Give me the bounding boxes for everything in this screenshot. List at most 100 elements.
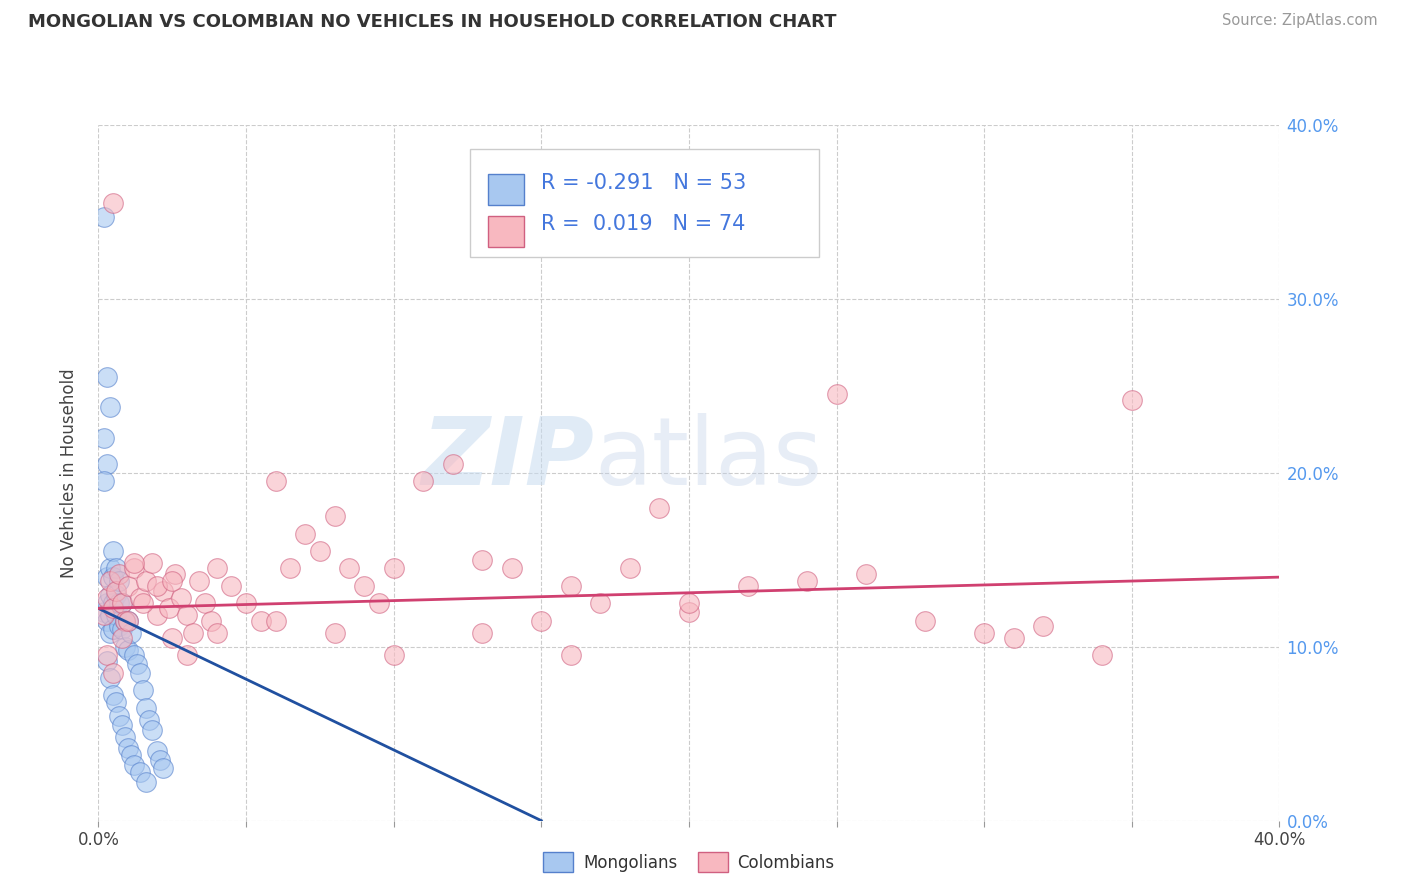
- Point: [382, 561, 405, 575]
- Point: [96, 648, 118, 663]
- Point: [294, 526, 316, 541]
- Bar: [471, 149, 818, 257]
- Point: [441, 457, 464, 471]
- Point: [973, 625, 995, 640]
- Point: [93, 210, 115, 224]
- Point: [1002, 631, 1025, 645]
- Point: [560, 648, 582, 663]
- Point: [114, 730, 136, 744]
- Point: [98, 561, 121, 575]
- Point: [382, 648, 405, 663]
- Point: [93, 431, 115, 445]
- Point: [96, 654, 118, 668]
- Point: [96, 596, 118, 610]
- Point: [1121, 392, 1143, 407]
- Point: [105, 584, 128, 599]
- Point: [114, 614, 136, 628]
- Point: [323, 625, 346, 640]
- Point: [264, 614, 287, 628]
- Point: [98, 574, 121, 588]
- Point: [162, 631, 183, 645]
- Point: [111, 623, 134, 637]
- Point: [117, 614, 139, 628]
- Point: [141, 723, 163, 738]
- Bar: [488, 174, 523, 205]
- Point: [122, 556, 145, 570]
- Point: [114, 614, 136, 628]
- Point: [235, 596, 257, 610]
- Point: [170, 591, 193, 605]
- Point: [103, 665, 125, 680]
- Point: [96, 591, 118, 605]
- Point: [589, 596, 612, 610]
- Point: [117, 643, 139, 657]
- Point: [353, 579, 375, 593]
- Point: [323, 509, 346, 524]
- Point: [1032, 619, 1054, 633]
- Point: [103, 689, 125, 703]
- Legend: Mongolians, Colombians: Mongolians, Colombians: [537, 846, 841, 879]
- Point: [200, 614, 222, 628]
- Point: [914, 614, 936, 628]
- Point: [471, 552, 494, 567]
- Point: [108, 596, 131, 610]
- Point: [105, 587, 128, 601]
- Text: MONGOLIAN VS COLOMBIAN NO VEHICLES IN HOUSEHOLD CORRELATION CHART: MONGOLIAN VS COLOMBIAN NO VEHICLES IN HO…: [28, 13, 837, 31]
- Point: [132, 683, 155, 698]
- Point: [264, 475, 287, 489]
- Point: [128, 764, 150, 779]
- Point: [157, 601, 180, 615]
- Point: [138, 713, 160, 727]
- Point: [135, 574, 157, 588]
- Point: [111, 718, 134, 732]
- Point: [162, 574, 183, 588]
- Point: [117, 579, 139, 593]
- Point: [648, 500, 671, 515]
- Point: [141, 556, 163, 570]
- Point: [530, 614, 553, 628]
- Point: [412, 475, 434, 489]
- Point: [128, 665, 150, 680]
- Point: [152, 584, 174, 599]
- Point: [103, 196, 125, 211]
- Point: [146, 608, 169, 623]
- Point: [122, 758, 145, 772]
- Point: [128, 591, 150, 605]
- Point: [98, 400, 121, 414]
- Point: [96, 570, 118, 584]
- Text: R = -0.291   N = 53: R = -0.291 N = 53: [541, 173, 747, 193]
- Point: [93, 605, 115, 619]
- Point: [1091, 648, 1114, 663]
- Point: [108, 709, 131, 723]
- Point: [105, 561, 128, 575]
- Point: [93, 608, 115, 623]
- Point: [152, 761, 174, 775]
- Point: [278, 561, 302, 575]
- Point: [111, 596, 134, 610]
- Text: Source: ZipAtlas.com: Source: ZipAtlas.com: [1222, 13, 1378, 29]
- Point: [678, 605, 700, 619]
- Y-axis label: No Vehicles in Household: No Vehicles in Household: [59, 368, 77, 578]
- Point: [120, 747, 142, 762]
- Point: [135, 775, 157, 789]
- Point: [98, 587, 121, 601]
- Point: [181, 625, 204, 640]
- Point: [96, 457, 118, 471]
- Point: [98, 671, 121, 685]
- Point: [796, 574, 818, 588]
- Point: [96, 614, 118, 628]
- Point: [105, 695, 128, 709]
- Point: [117, 614, 139, 628]
- Point: [108, 619, 131, 633]
- Point: [103, 596, 125, 610]
- Point: [105, 608, 128, 623]
- Point: [187, 574, 209, 588]
- Point: [619, 561, 641, 575]
- Point: [111, 631, 134, 645]
- Point: [135, 700, 157, 714]
- Point: [146, 744, 169, 758]
- Point: [96, 370, 118, 384]
- Point: [855, 566, 877, 581]
- Point: [309, 544, 332, 558]
- Text: R =  0.019   N = 74: R = 0.019 N = 74: [541, 214, 745, 235]
